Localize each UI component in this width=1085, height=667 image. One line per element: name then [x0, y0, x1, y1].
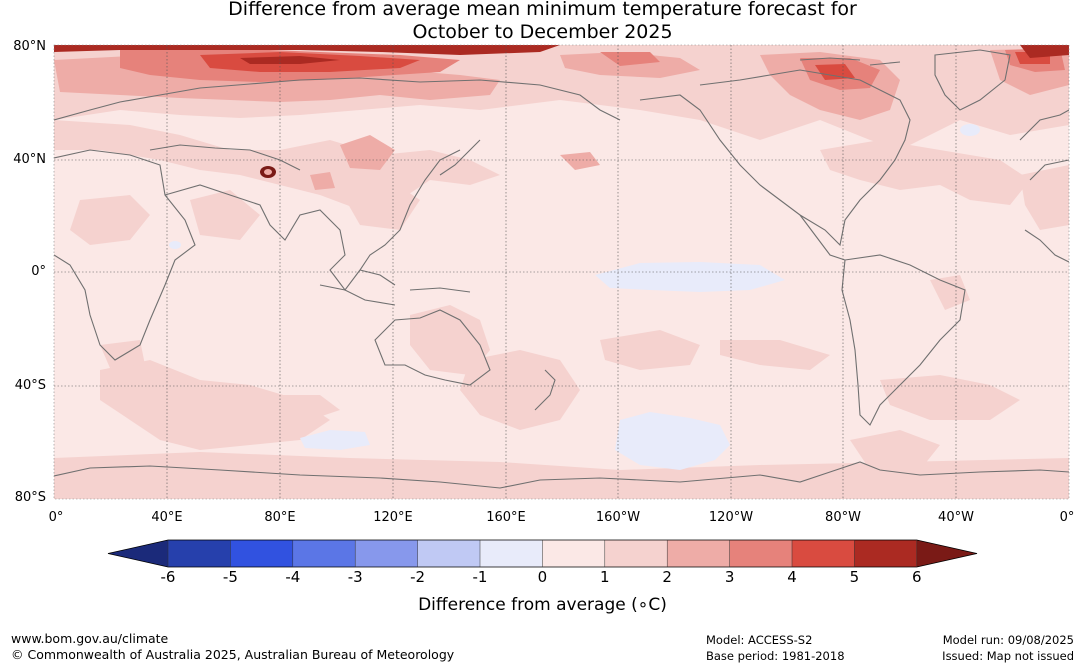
latitude-label: 40°N: [13, 152, 46, 167]
colorbar-segment: [854, 540, 918, 567]
longitude-label: 40°E: [151, 510, 183, 525]
footer-model: Model: ACCESS-S2: [706, 633, 813, 647]
footer-issued: Issued: Map not issued: [942, 649, 1074, 663]
latitude-label: 0°: [31, 264, 46, 279]
colorbar-tick-label: -3: [347, 568, 363, 586]
longitude-label: 40°W: [938, 510, 974, 525]
longitude-label: 80°E: [264, 510, 296, 525]
anomaly-region-minus1-0: [169, 124, 980, 470]
colorbar-segment: [792, 540, 855, 567]
colorbar: [107, 539, 978, 568]
colorbar-under-arrow: [108, 540, 168, 567]
colorbar-tick-label: 4: [787, 568, 797, 586]
colorbar-segment: [542, 540, 606, 567]
colorbar-segment: [230, 540, 294, 567]
coastlines: [54, 49, 1069, 489]
colorbar-tick-label: 0: [537, 568, 548, 586]
colorbar-tick-label: -1: [472, 568, 488, 586]
longitude-label: 120°E: [373, 510, 413, 525]
graticule: [54, 45, 1069, 499]
colorbar-tick-label: 2: [662, 568, 672, 586]
colorbar-tick-label: 3: [724, 568, 735, 586]
colorbar-over-arrow: [916, 540, 977, 567]
longitude-label: 0°: [1059, 510, 1075, 525]
colorbar-segment: [480, 540, 543, 567]
footer-copyright: © Commonwealth of Australia 2025, Austra…: [11, 647, 455, 662]
colorbar-segment: [417, 540, 481, 567]
colorbar-tick-label: 5: [849, 568, 860, 586]
colorbar-tick-label: -2: [410, 568, 426, 586]
colorbar-segment: [729, 540, 793, 567]
colorbar-segment: [355, 540, 419, 567]
map-frame: [53, 44, 1070, 500]
colorbar-tick-label: 6: [912, 568, 922, 586]
colorbar-segment: [292, 540, 356, 567]
footer-url[interactable]: www.bom.gov.au/climate: [11, 631, 169, 646]
colorbar-segment: [168, 540, 231, 567]
latitude-label: 40°S: [14, 378, 46, 393]
map-title-line-1: Difference from average mean minimum tem…: [228, 0, 857, 20]
anomaly-field: [54, 45, 1069, 499]
latitude-label: 80°S: [14, 490, 46, 505]
anomaly-region-5-6: [54, 45, 1069, 64]
colorbar-tick-label: -4: [285, 568, 301, 586]
footer-base-period: Base period: 1981-2018: [706, 649, 845, 663]
longitude-label: 80°W: [825, 510, 861, 525]
footer-model-run: Model run: 09/08/2025: [942, 633, 1074, 647]
colorbar-segment: [667, 540, 731, 567]
longitude-label: 160°W: [595, 510, 641, 525]
longitude-label: 0°: [48, 510, 64, 525]
longitude-label: 120°W: [708, 510, 754, 525]
colorbar-label: Difference from average (∘C): [418, 595, 667, 615]
longitude-label: 160°E: [486, 510, 526, 525]
colorbar-tick-label: -6: [160, 568, 176, 586]
latitude-label: 80°N: [13, 39, 46, 54]
colorbar-segment: [604, 540, 668, 567]
colorbar-tick-label: 1: [600, 568, 610, 586]
anomaly-spot-core: [264, 169, 272, 175]
colorbar-tick-label: -5: [222, 568, 238, 586]
map-title-line-2: October to December 2025: [412, 21, 673, 43]
